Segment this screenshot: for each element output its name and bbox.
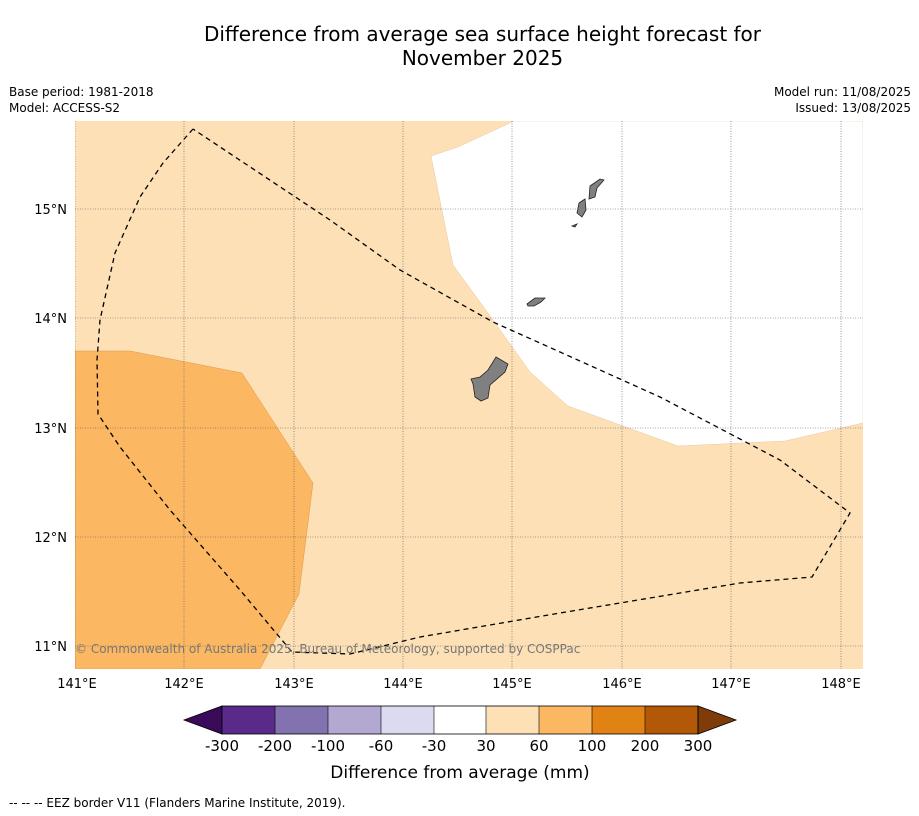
colorbar-tick-label: 200 — [631, 737, 660, 755]
colorbar-swatch — [645, 706, 698, 734]
anomaly-band-neutral — [430, 121, 863, 447]
colorbar-tick-label: 300 — [684, 737, 713, 755]
colorbar-tick-label: -60 — [369, 737, 394, 755]
colorbar-tick-label: 30 — [476, 737, 495, 755]
colorbar-tick-label: -30 — [422, 737, 447, 755]
colorbar-swatch — [275, 706, 328, 734]
title-line-2: November 2025 — [401, 46, 564, 70]
colorbar: -300 -200 -100 -60 -30 30 60 100 200 300… — [182, 705, 738, 783]
eez-border — [96, 128, 851, 655]
island-aguijan — [570, 223, 579, 228]
eez-footnote: -- -- -- EEZ border V11 (Flanders Marine… — [9, 796, 346, 810]
lon-label: 145°E — [492, 677, 532, 692]
colorbar-tick-label: -100 — [311, 737, 345, 755]
colorbar-tick-label: -200 — [258, 737, 292, 755]
lat-label: 11°N — [34, 640, 67, 655]
island-tinian — [576, 198, 587, 218]
lon-label: 142°E — [164, 677, 204, 692]
lat-label: 15°N — [34, 203, 67, 218]
title-line-1: Difference from average sea surface heig… — [203, 22, 762, 46]
land-islands — [470, 178, 605, 402]
colorbar-title: Difference from average (mm) — [330, 763, 589, 783]
lon-label: 148°E — [821, 677, 861, 692]
lon-label: 146°E — [602, 677, 642, 692]
island-saipan — [588, 178, 605, 200]
model-name: Model: ACCESS-S2 — [9, 101, 121, 115]
colorbar-tick-label: -300 — [205, 737, 239, 755]
colorbar-extend-low — [182, 705, 223, 735]
meta-right: Model run: 11/08/2025 Issued: 13/08/2025 — [774, 84, 911, 116]
map-plot-area: © Commonwealth of Australia 2025, Bureau… — [75, 121, 863, 669]
lat-label: 12°N — [34, 531, 67, 546]
colorbar-swatch — [486, 706, 539, 734]
colorbar-swatch — [222, 706, 275, 734]
chart-title: Difference from average sea surface heig… — [0, 22, 919, 70]
anomaly-band-60-100 — [75, 350, 314, 669]
lat-label: 14°N — [34, 312, 67, 327]
colorbar-swatch — [539, 706, 592, 734]
colorbar-swatch — [434, 706, 486, 734]
island-rota — [526, 297, 546, 307]
colorbar-tick-label: 60 — [529, 737, 548, 755]
colorbar-swatch — [592, 706, 645, 734]
lon-label: 143°E — [274, 677, 314, 692]
issued-date: Issued: 13/08/2025 — [795, 101, 911, 115]
lon-label: 147°E — [711, 677, 751, 692]
colorbar-extend-high — [697, 705, 738, 735]
meta-left: Base period: 1981-2018 Model: ACCESS-S2 — [9, 84, 154, 116]
longitude-labels: 141°E 142°E 143°E 144°E 145°E 146°E 147°… — [57, 677, 861, 692]
lon-label: 141°E — [57, 677, 97, 692]
colorbar-swatch — [328, 706, 381, 734]
lon-label: 144°E — [383, 677, 423, 692]
lat-label: 13°N — [34, 422, 67, 437]
copyright-notice: © Commonwealth of Australia 2025, Bureau… — [75, 642, 580, 656]
model-run: Model run: 11/08/2025 — [773, 85, 911, 99]
latitude-labels: 15°N 14°N 13°N 12°N 11°N — [34, 203, 67, 655]
island-guam — [470, 356, 509, 402]
colorbar-swatch — [381, 706, 434, 734]
colorbar-tick-label: 100 — [578, 737, 607, 755]
base-period: Base period: 1981-2018 — [9, 85, 154, 99]
